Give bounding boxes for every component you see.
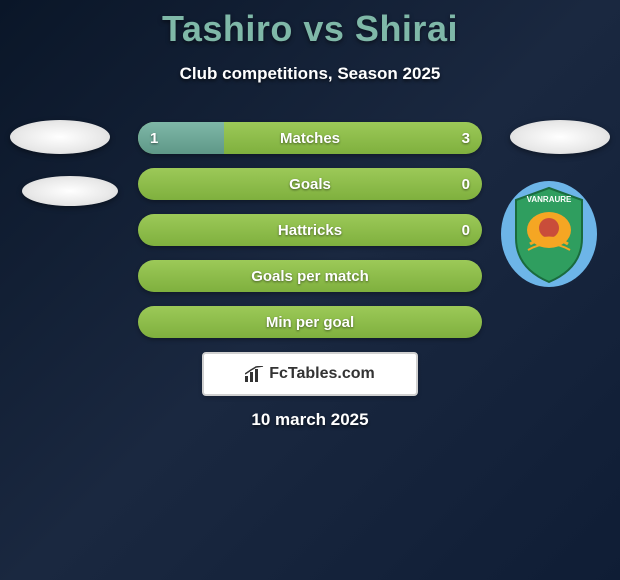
bar-hattricks: Hattricks 0	[138, 214, 482, 246]
bar-label: Min per goal	[138, 306, 482, 338]
page-subtitle: Club competitions, Season 2025	[0, 64, 620, 84]
bar-goals: Goals 0	[138, 168, 482, 200]
brand-label: FcTables.com	[269, 365, 375, 383]
brand-box[interactable]: FcTables.com	[202, 352, 418, 396]
comparison-bars: 1 Matches 3 Goals 0 Hattricks 0 Goals pe…	[138, 122, 482, 352]
date-label: 10 march 2025	[0, 410, 620, 430]
brand-text: FcTables.com	[245, 365, 375, 383]
bar-label: Goals per match	[138, 260, 482, 292]
chart-icon	[245, 366, 265, 382]
left-player-badge-2	[22, 176, 118, 206]
right-player-badge-oval	[510, 120, 610, 154]
bar-matches: 1 Matches 3	[138, 122, 482, 154]
bar-right-value: 3	[462, 122, 470, 154]
page-title: Tashiro vs Shirai	[0, 0, 620, 50]
bar-right-value: 0	[462, 168, 470, 200]
left-player-badge-1	[10, 120, 110, 154]
bar-min-per-goal: Min per goal	[138, 306, 482, 338]
right-player-crest: VANRAURE	[500, 180, 598, 288]
bar-label: Goals	[138, 168, 482, 200]
bar-label: Hattricks	[138, 214, 482, 246]
bar-right-value: 0	[462, 214, 470, 246]
bar-label: Matches	[138, 122, 482, 154]
crest-icon: VANRAURE	[500, 180, 598, 288]
bar-goals-per-match: Goals per match	[138, 260, 482, 292]
svg-text:VANRAURE: VANRAURE	[527, 195, 572, 204]
